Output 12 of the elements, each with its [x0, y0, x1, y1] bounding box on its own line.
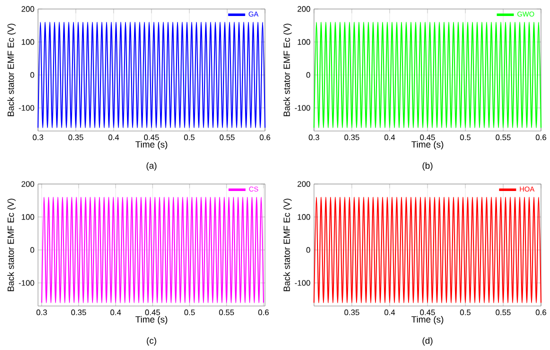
text: (d) — [422, 337, 432, 346]
x-axis-title: Time (s) — [135, 316, 168, 324]
y-axis-title: Back stator EMF Ec (V) — [7, 24, 16, 116]
text: (a) — [146, 162, 156, 171]
x-axis-title: Time (s) — [411, 316, 444, 324]
y-axis-title: Back stator EMF Ec (V) — [7, 198, 16, 292]
x-axis-title: Time (s) — [411, 141, 444, 150]
text: (c) — [146, 337, 156, 346]
y-axis-title: Back stator EMF Ec (V) — [283, 24, 292, 116]
x-axis-title: Time (s) — [135, 141, 168, 150]
text: (b) — [422, 162, 432, 171]
y-axis-title: Back stator EMF Ec (V) — [283, 198, 292, 292]
